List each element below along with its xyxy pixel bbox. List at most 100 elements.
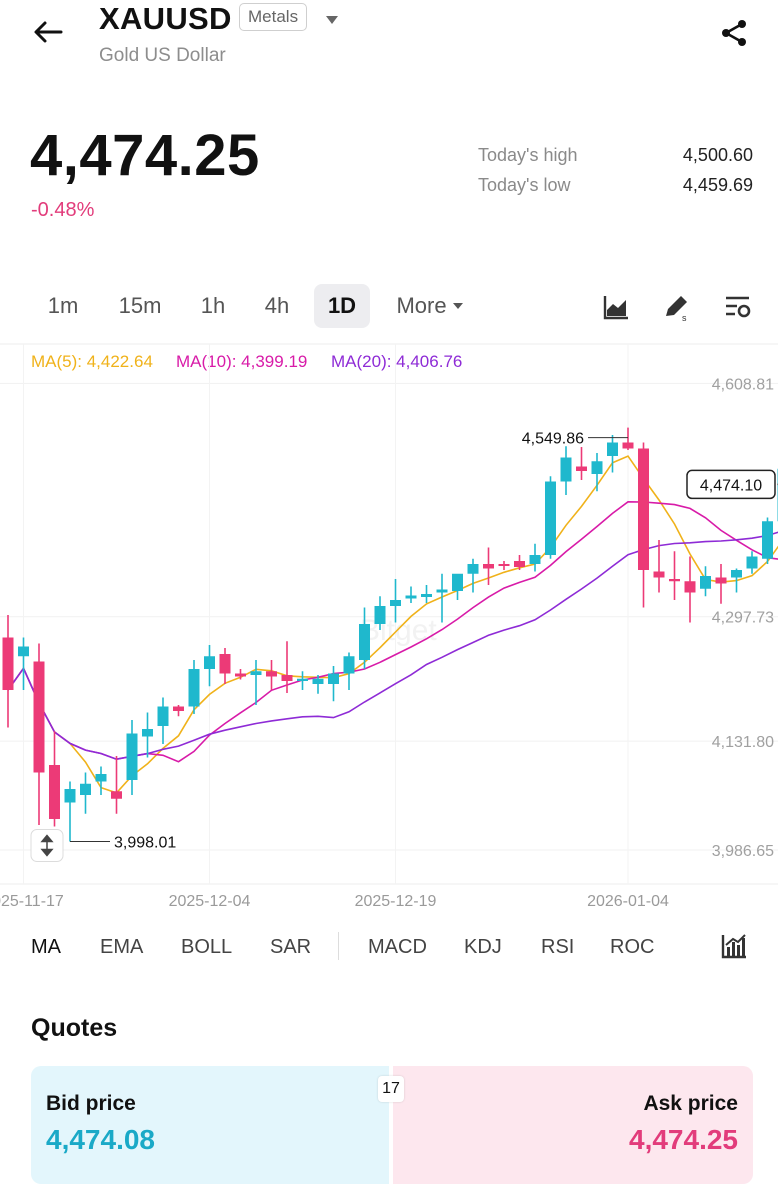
indicator-chart-icon [721,934,746,959]
drawing-tools-button[interactable]: s [662,292,692,323]
x-axis-label: 2025-12-04 [169,893,251,910]
x-axis-label: 2026-01-04 [587,893,669,910]
chart-type-button[interactable] [601,292,631,322]
candle-body [297,678,308,681]
indicator-boll[interactable]: BOLL [181,936,233,958]
chart-settings-button[interactable] [723,292,753,322]
x-axis-label: 2025-12-19 [355,893,437,910]
candle-body [746,556,758,569]
candle [653,540,665,593]
candle-body [219,654,231,674]
high-price-marker: 4,549.86 [522,431,584,448]
candle [111,756,122,814]
quotes-title: Quotes [31,1014,118,1042]
pen-draw-icon: s [666,296,687,323]
bid-panel[interactable] [31,1066,389,1184]
candle-body [591,461,603,474]
candle [126,720,138,795]
candle-body [343,656,355,674]
candle-body [653,571,665,578]
low-price-marker: 3,998.01 [114,835,176,852]
tab-more[interactable]: More [388,284,472,328]
candle [731,568,742,593]
ma20-legend: MA(20): 4,406.76 [331,352,463,371]
candle [80,772,91,814]
candle [576,447,587,480]
svg-text:s: s [682,313,687,322]
candle [219,648,231,684]
candle-body [715,577,727,584]
candle [746,551,758,574]
tab-15m[interactable]: 15m [118,293,162,318]
candle-body [452,573,463,591]
candle [250,660,262,705]
candle-body [762,521,773,559]
indicator-ema[interactable]: EMA [100,936,144,958]
ma5-line [7,455,778,794]
candle-body [111,791,122,799]
tab-1d[interactable]: 1D [314,284,370,328]
candle-body [157,706,169,726]
candle [49,731,60,827]
indicator-kdj[interactable]: KDJ [464,936,502,958]
x-axis-label: 2025-11-17 [0,893,64,910]
candle-body [622,442,634,449]
candle [715,564,727,604]
caret-down-icon [326,16,338,24]
candle [266,660,277,690]
bid-value: 4,474.08 [46,1124,155,1155]
candle-body [669,579,680,582]
candle [436,573,448,623]
candle-body [483,564,494,569]
indicator-settings-button[interactable] [720,932,748,965]
candle [545,476,556,559]
indicator-sar[interactable]: SAR [270,936,312,958]
ma5-legend: MA(5): 4,422.64 [31,352,153,371]
symbol-dropdown-button[interactable] [325,12,339,30]
candle [312,675,324,694]
tab-1h[interactable]: 1h [200,293,226,318]
indicator-rsi[interactable]: RSI [541,936,575,958]
candle-body [700,576,711,589]
candle [421,585,432,603]
vertical-scale-handle[interactable] [30,829,64,862]
candle-body [638,448,649,570]
caret-down-icon [452,303,463,309]
indicator-ma[interactable]: MA [31,936,61,958]
tab-1m[interactable]: 1m [47,293,79,318]
candle-body [312,678,324,684]
candle-body [374,606,386,624]
candle-body [498,564,510,566]
candle [64,781,76,842]
candle-body [142,729,153,737]
share-button[interactable] [718,17,750,49]
candle [204,645,215,687]
candle-body [731,570,742,578]
y-axis-label: 3,986.65 [712,843,774,860]
watermark-text: Bitget [360,614,437,647]
candle-body [126,733,138,780]
today-high-value: 4,500.60 [682,145,753,165]
candle [188,660,200,714]
candle [762,517,773,564]
tab-4h[interactable]: 4h [264,293,290,318]
candle-body [684,581,696,593]
price-chart[interactable]: Bitget 4,608.814,297.734,131.803,986.65 … [0,340,778,920]
candle [281,641,293,693]
last-price-label: 4,474.10 [700,477,762,494]
candle-body [281,675,293,681]
settings-sliders-icon [726,296,751,318]
candle [157,697,169,744]
candle-body [607,442,618,456]
ask-value: 4,474.25 [629,1124,738,1155]
candle [684,556,696,623]
indicator-macd[interactable]: MACD [368,936,427,958]
y-axis-label: 4,297.73 [712,610,774,627]
candle-body [250,671,262,675]
candle [405,586,417,603]
candle [452,573,463,600]
indicator-roc[interactable]: ROC [610,936,655,958]
ask-panel[interactable] [393,1066,753,1184]
back-button[interactable] [30,14,66,50]
candle [374,596,386,630]
